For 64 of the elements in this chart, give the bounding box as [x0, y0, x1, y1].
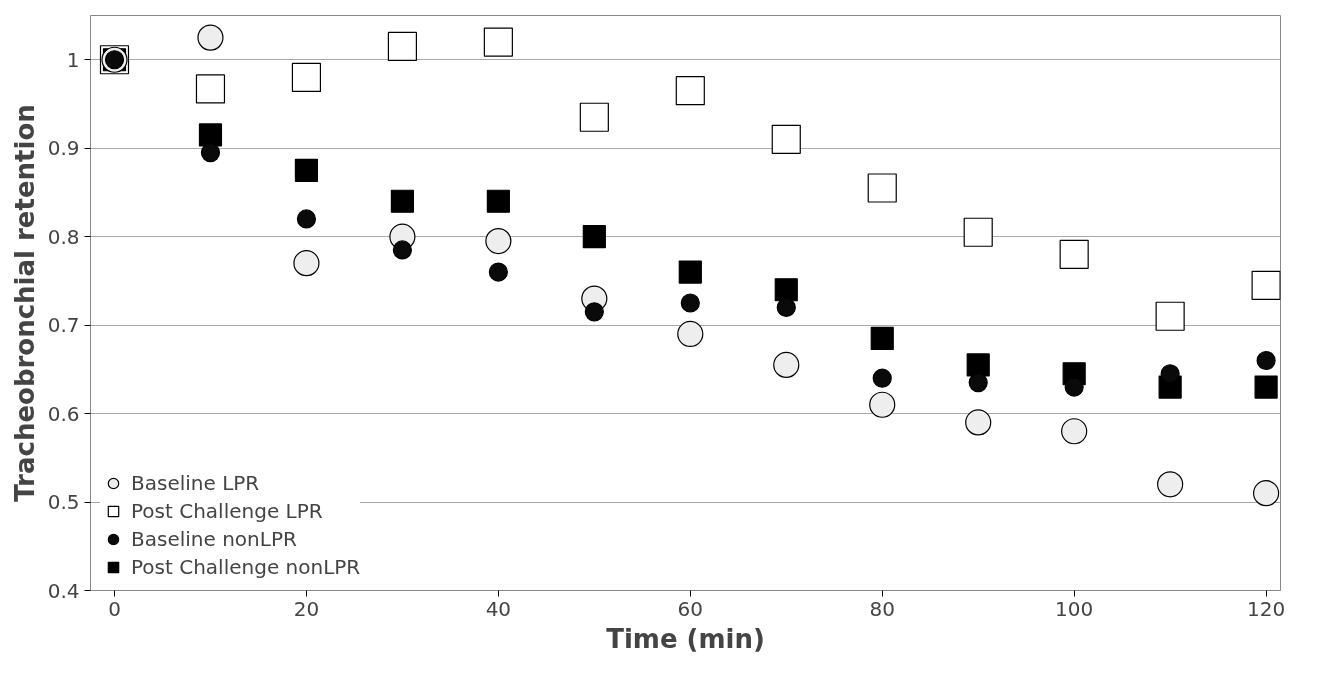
point — [1157, 471, 1184, 498]
point — [1160, 364, 1180, 384]
point — [483, 27, 513, 57]
legend-label: Baseline LPR — [131, 471, 260, 495]
point — [677, 320, 704, 348]
point — [291, 62, 322, 93]
legend-label: Baseline nonLPR — [131, 527, 297, 551]
point — [963, 217, 993, 247]
point — [773, 351, 800, 378]
y-tick-label: 0.5 — [47, 490, 80, 515]
legend-label: Post Challenge LPR — [131, 499, 323, 523]
point — [678, 260, 702, 284]
point — [486, 189, 510, 213]
point — [200, 143, 221, 163]
point — [872, 368, 892, 388]
x-tick-label: 20 — [293, 596, 320, 621]
x-tick-label: 40 — [485, 596, 512, 621]
point — [1254, 375, 1278, 399]
point — [485, 228, 512, 255]
point — [867, 173, 897, 203]
x-tick-label: 100 — [1055, 596, 1094, 621]
point — [1059, 239, 1089, 269]
point — [392, 240, 412, 260]
y-tick-label: 0.7 — [47, 313, 80, 338]
point — [968, 373, 988, 393]
y-tick-label: 0.9 — [47, 136, 80, 161]
point — [965, 409, 992, 436]
x-axis-title: Time (min) — [606, 623, 765, 654]
point — [1251, 270, 1281, 300]
point — [293, 250, 320, 277]
point — [1061, 418, 1088, 445]
point — [966, 353, 990, 377]
y-tick-label: 1 — [66, 47, 80, 72]
y-tick-label: 0.6 — [47, 401, 80, 426]
point — [1155, 301, 1185, 331]
point — [582, 225, 606, 249]
x-tick-label: 120 — [1247, 596, 1286, 621]
point — [390, 189, 414, 213]
point — [1256, 350, 1276, 371]
point — [680, 293, 700, 313]
x-tick-label: 0 — [108, 596, 121, 621]
point — [296, 209, 317, 229]
point — [1253, 480, 1280, 507]
point — [869, 391, 896, 418]
point — [584, 302, 604, 322]
point — [870, 326, 894, 350]
point — [197, 24, 224, 51]
point — [675, 76, 705, 106]
y-tick-label: 0.8 — [47, 224, 80, 249]
legend-label: Post Challenge nonLPR — [131, 555, 361, 579]
point — [294, 158, 319, 182]
point — [198, 123, 223, 147]
point — [195, 74, 226, 104]
x-tick-label: 80 — [869, 596, 895, 621]
point — [579, 102, 609, 132]
x-tick-label: 60 — [677, 596, 704, 621]
y-tick-label: 0.4 — [47, 578, 80, 603]
point — [771, 124, 801, 154]
point — [776, 297, 796, 318]
y-axis-title: Tracheobronchial retention — [9, 104, 40, 502]
point — [488, 262, 508, 282]
point — [1064, 377, 1084, 397]
point — [774, 278, 798, 302]
point — [387, 31, 417, 62]
